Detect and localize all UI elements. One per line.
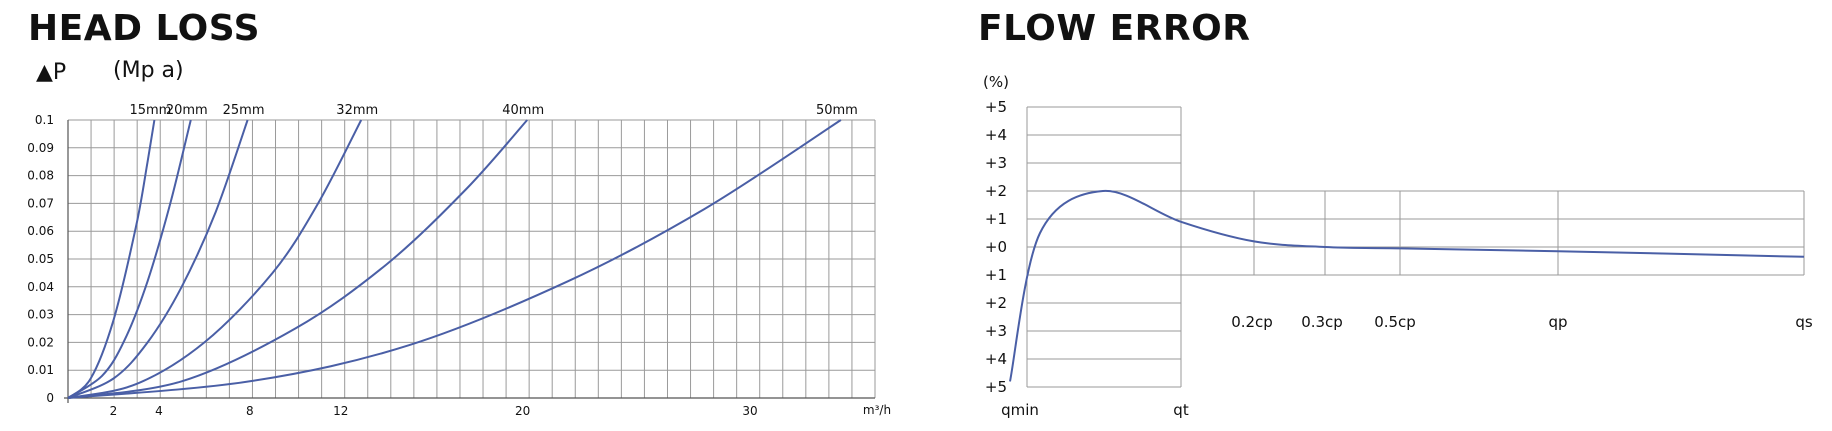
head-loss-curve-15mm xyxy=(67,119,156,399)
flow-error-x-tick: 0.2cp xyxy=(1231,313,1273,331)
head-loss-y-tick: 0.03 xyxy=(27,308,54,322)
flow-error-y-tick: +2 xyxy=(985,182,1007,200)
head-loss-curve-50mm xyxy=(67,119,842,399)
head-loss-series-label: 32mm xyxy=(336,103,378,118)
flow-error-y-label: (%) xyxy=(983,73,1009,91)
flow-error-y-tick: +5 xyxy=(985,98,1007,116)
flow-error-x-tick: qmin xyxy=(1001,401,1039,419)
pressure-unit: (Mp a) xyxy=(113,58,184,83)
head-loss-x-tick: 8 xyxy=(246,404,254,418)
head-loss-y-tick: 0.04 xyxy=(27,280,54,294)
flow-error-x-tick: qt xyxy=(1173,401,1189,419)
flow-error-y-tick: +3 xyxy=(985,154,1007,172)
head-loss-x-tick: 2 xyxy=(110,404,118,418)
head-loss-y-tick: 0.02 xyxy=(27,335,54,349)
flow-error-title: FLOW ERROR xyxy=(978,8,1251,49)
head-loss-y-tick: 0 xyxy=(46,391,54,405)
head-loss-y-tick: 0.1 xyxy=(35,113,54,127)
flow-error-y-tick: +3 xyxy=(985,322,1007,340)
head-loss-curves xyxy=(67,119,842,399)
head-loss-curve-25mm xyxy=(67,119,249,399)
head-loss-y-tick: 0.01 xyxy=(27,363,54,377)
head-loss-curve-20mm xyxy=(67,119,192,399)
flow-error-grid xyxy=(1026,106,1805,388)
flow-error-y-tick: +4 xyxy=(985,350,1007,368)
head-loss-series-label: 15mm xyxy=(129,103,171,118)
head-loss-curve-32mm xyxy=(67,119,363,399)
flow-error-x-tick: 0.3cp xyxy=(1301,313,1343,331)
head-loss-y-tick: 0.07 xyxy=(27,196,54,210)
flow-error-x-tick: qp xyxy=(1548,313,1567,331)
head-loss-curve-40mm xyxy=(67,119,528,399)
pressure-symbol: ▲P xyxy=(36,60,67,85)
flow-error-y-tick: +4 xyxy=(985,126,1007,144)
flow-error-y-tick: +0 xyxy=(985,238,1007,256)
head-loss-x-tick: 30 xyxy=(742,404,757,418)
flow-error-x-tick: 0.5cp xyxy=(1374,313,1416,331)
head-loss-series-label: 25mm xyxy=(223,103,265,118)
flow-error-y-tick: +1 xyxy=(985,210,1007,228)
head-loss-y-tick: 0.08 xyxy=(27,169,54,183)
head-loss-x-tick: 20 xyxy=(515,404,530,418)
head-loss-x-unit: m³/h xyxy=(863,403,891,417)
flow-error-y-tick: +1 xyxy=(985,266,1007,284)
flow-error-y-tick: +5 xyxy=(985,378,1007,396)
head-loss-y-tick: 0.09 xyxy=(27,141,54,155)
flow-error-labels: (%) +5 +4 +3 +2 +1 +0 +1 +2 +3 +4 +5 qmin qt 0.2cp 0.3c… xyxy=(983,73,1813,419)
head-loss-title: HEAD LOSS xyxy=(28,8,260,49)
head-loss-y-tick: 0.05 xyxy=(27,252,54,266)
head-loss-series-label: 20mm xyxy=(166,103,208,118)
flow-error-curve xyxy=(1009,189,1805,382)
head-loss-series-label: 50mm xyxy=(816,103,858,118)
head-loss-x-tick: 4 xyxy=(155,404,163,418)
flow-error-curve-line xyxy=(1009,189,1805,382)
head-loss-grid xyxy=(64,119,876,403)
head-loss-series-label: 40mm xyxy=(502,103,544,118)
flow-error-y-tick: +2 xyxy=(985,294,1007,312)
head-loss-x-tick: 12 xyxy=(333,404,348,418)
flow-error-x-tick: qs xyxy=(1795,313,1813,331)
head-loss-y-tick: 0.06 xyxy=(27,224,54,238)
